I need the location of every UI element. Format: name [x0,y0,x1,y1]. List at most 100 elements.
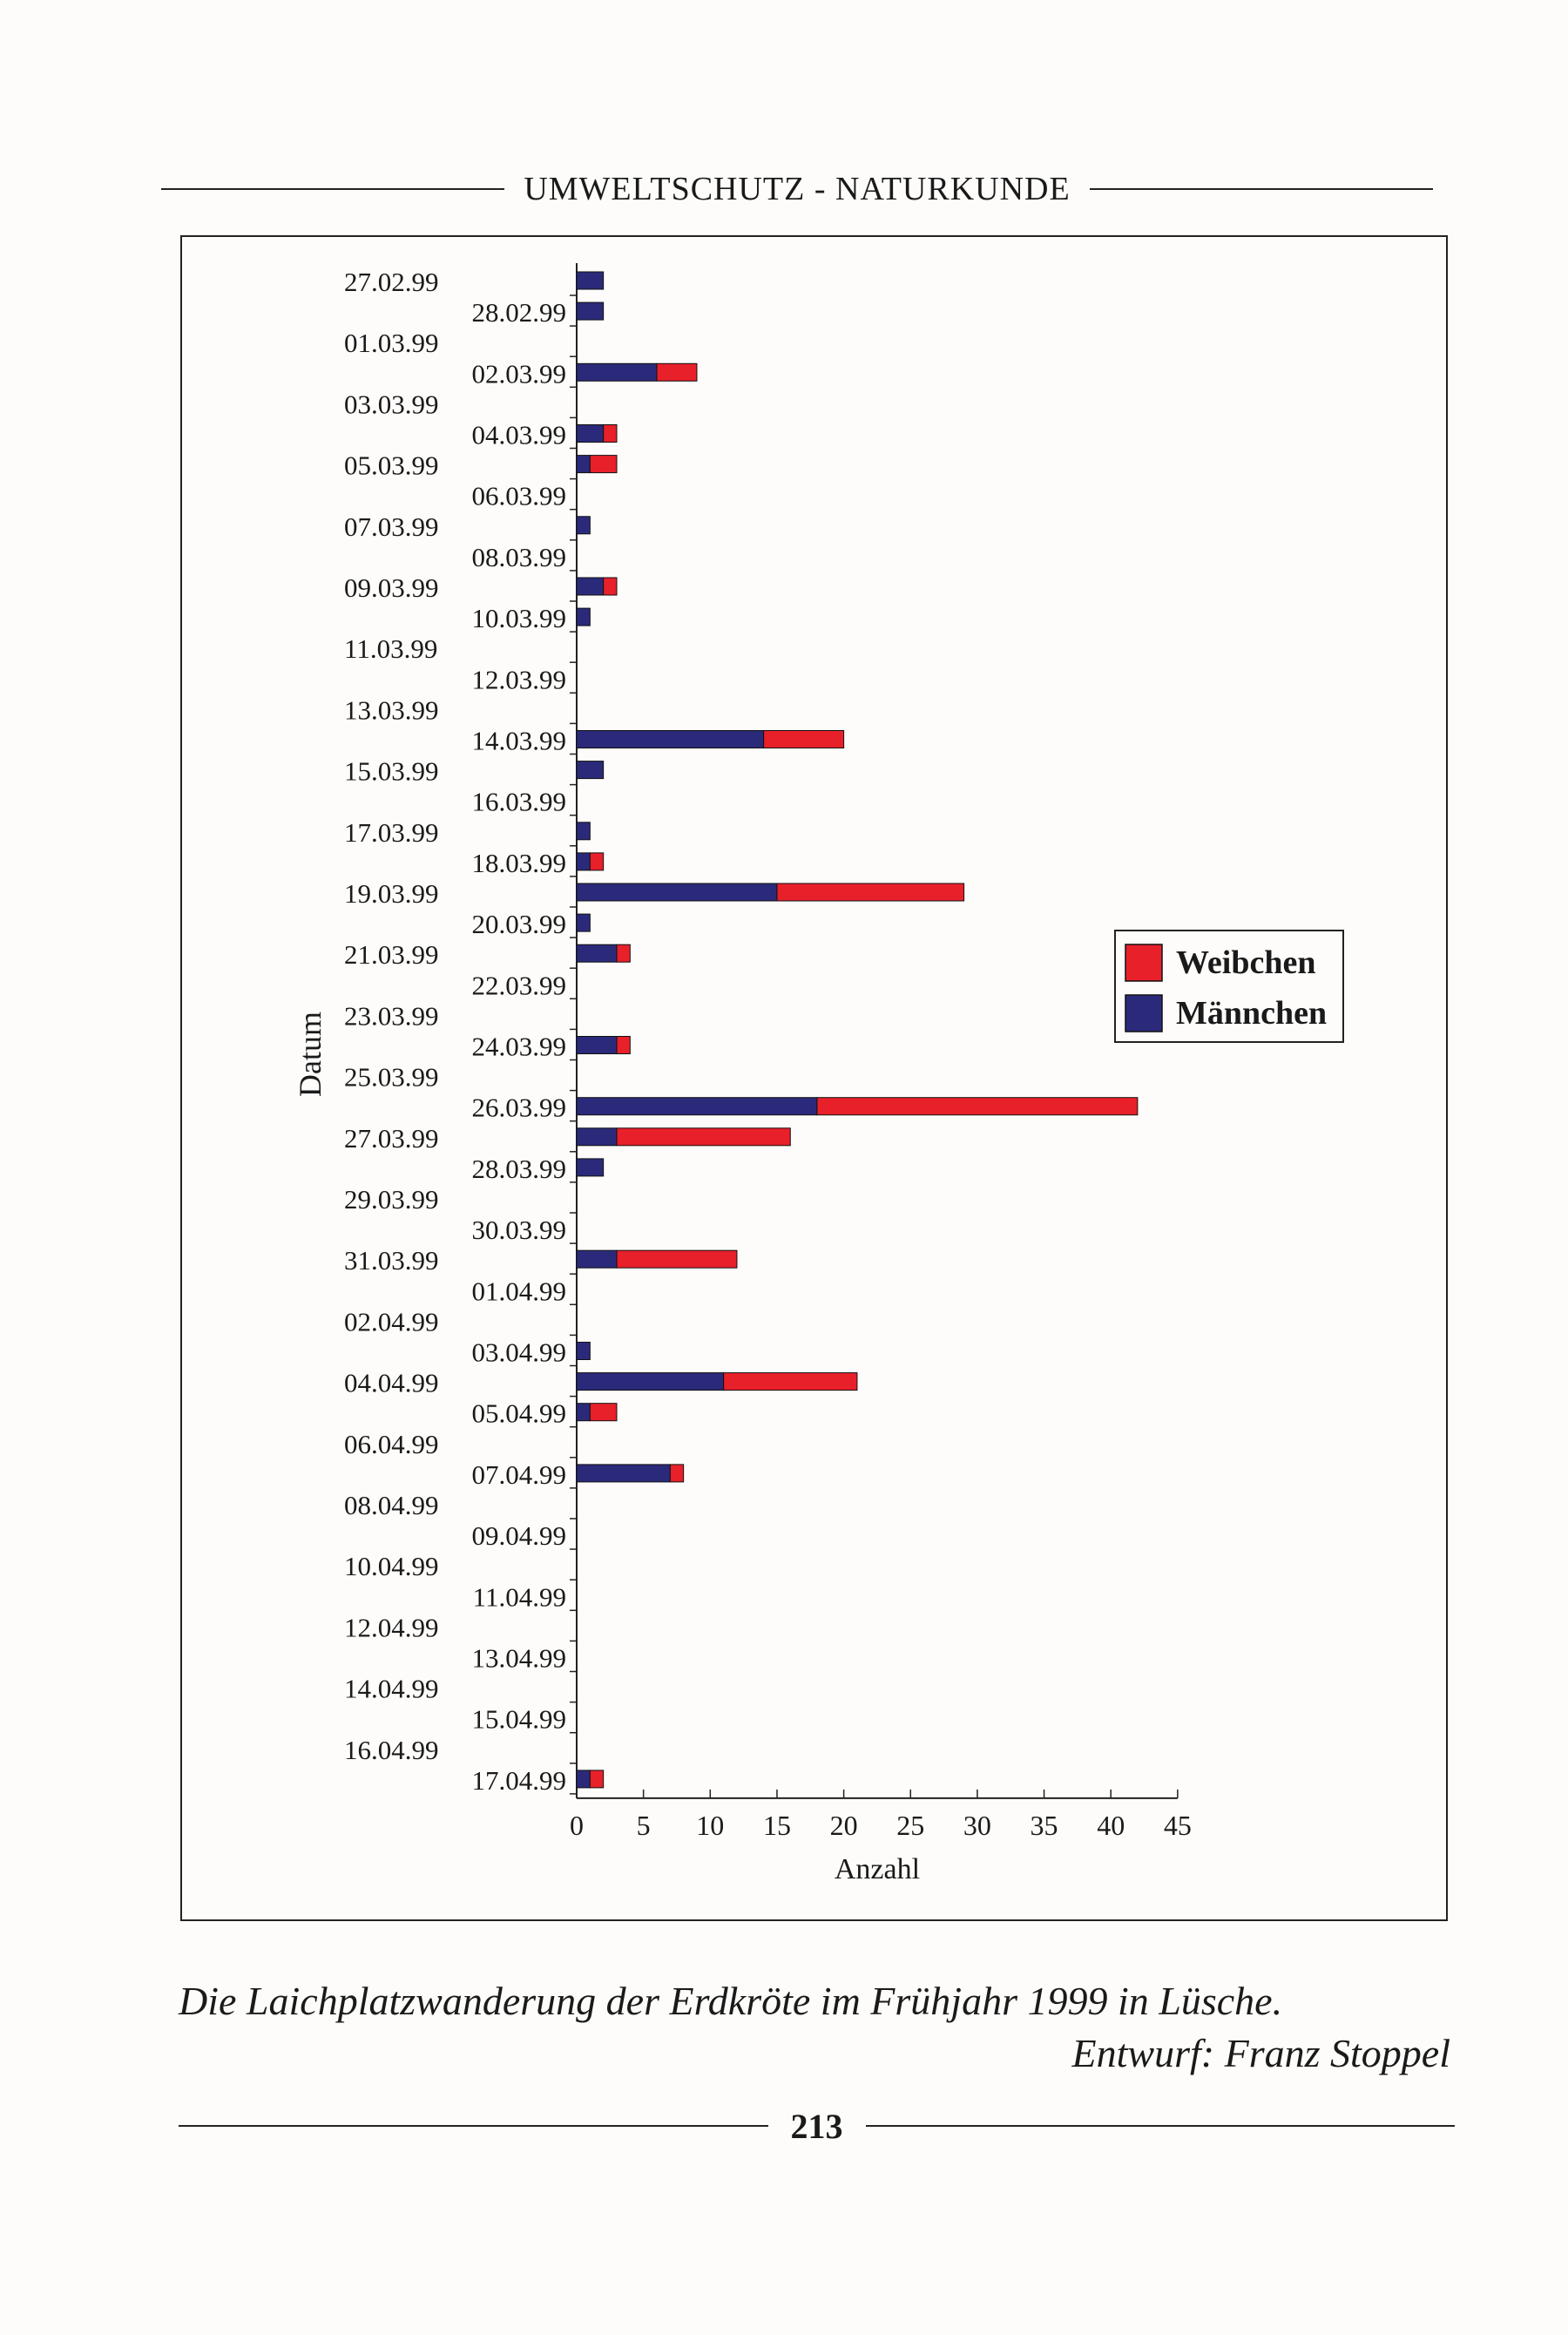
y-tick-label: 17.03.99 [344,817,439,848]
y-tick-label: 30.03.99 [472,1215,567,1245]
bar-maennchen [576,1342,591,1360]
bar-maennchen [576,1464,671,1483]
bar-maennchen [576,1036,618,1054]
header-rule-right [1089,188,1433,190]
bar-maennchen [576,730,765,748]
y-tick-label: 15.04.99 [472,1704,567,1735]
y-tick-label: 01.03.99 [344,328,439,358]
y-tick-label: 26.03.99 [472,1093,567,1123]
footer-rule-right [865,2125,1455,2127]
y-tick-label: 08.04.99 [344,1490,439,1520]
x-axis-title: Anzahl [835,1853,920,1885]
x-tick-label: 10 [696,1810,724,1841]
bar-weibchen [603,577,618,596]
legend-label: Weibchen [1176,944,1315,981]
bar-maennchen [576,607,591,626]
bar-maennchen [576,913,591,932]
y-tick-label: 11.03.99 [344,633,437,664]
y-tick-label: 27.03.99 [344,1123,439,1154]
y-tick-label: 10.04.99 [344,1551,439,1581]
bar-maennchen [576,362,658,382]
legend-box [1114,930,1344,1043]
y-tick-label: 21.03.99 [344,939,439,970]
y-tick-label: 06.04.99 [344,1429,439,1459]
y-tick-label: 23.03.99 [344,1000,439,1031]
y-tick-label: 03.04.99 [472,1337,567,1368]
y-tick-label: 01.04.99 [472,1276,567,1306]
bar-weibchen [603,424,618,443]
header-rule-left [161,188,505,190]
y-tick-label: 31.03.99 [344,1245,439,1276]
bar-maennchen [576,577,605,596]
bar-maennchen [576,455,591,474]
bar-maennchen [576,761,605,780]
footer-rule-left [179,2125,768,2127]
y-tick-label: 24.03.99 [472,1032,567,1062]
x-tick-label: 40 [1097,1810,1125,1841]
x-tick-label: 45 [1164,1810,1192,1841]
legend-label: Männchen [1176,995,1327,1032]
bar-weibchen [616,944,631,963]
y-tick-label: 02.04.99 [344,1306,439,1337]
figure-caption: Die Laichplatzwanderung der Erdkröte im … [179,1979,1283,2023]
y-tick-label: 05.04.99 [472,1398,567,1429]
chart-frame [180,235,1448,1921]
bar-maennchen [576,1770,591,1789]
y-tick-label: 04.04.99 [344,1368,439,1398]
y-tick-label: 22.03.99 [472,970,567,1000]
bar-maennchen [576,301,605,321]
bar-weibchen [589,852,605,871]
bar-weibchen [723,1372,858,1391]
bar-maennchen [576,1403,591,1422]
bar-weibchen [776,883,965,902]
bar-maennchen [576,883,778,902]
x-tick-label: 15 [763,1810,791,1841]
x-tick-label: 30 [963,1810,991,1841]
bar-weibchen [816,1097,1139,1116]
bar-maennchen [576,822,591,841]
y-tick-label: 17.04.99 [472,1765,567,1796]
bar-maennchen [576,1249,618,1269]
y-tick-label: 09.03.99 [344,572,439,603]
bar-weibchen [616,1127,791,1147]
bar-weibchen [669,1464,685,1483]
y-tick-label: 16.04.99 [344,1735,439,1765]
x-tick-label: 35 [1031,1810,1058,1841]
y-tick-label: 09.04.99 [472,1520,567,1551]
y-tick-label: 11.04.99 [473,1581,566,1612]
y-tick-label: 05.03.99 [344,450,439,481]
bar-maennchen [576,1097,818,1116]
y-tick-label: 12.04.99 [344,1612,439,1642]
figure-credit: Entwurf: Franz Stoppel [1071,2031,1450,2075]
y-tick-label: 19.03.99 [344,878,439,909]
x-tick-label: 5 [637,1810,651,1841]
bar-weibchen [589,1403,618,1422]
y-tick-label: 06.03.99 [472,481,567,511]
bar-maennchen [576,1158,605,1177]
y-tick-label: 08.03.99 [472,542,567,572]
y-tick-label: 15.03.99 [344,756,439,787]
y-tick-label: 14.04.99 [344,1674,439,1704]
bar-maennchen [576,852,591,871]
bar-weibchen [763,730,845,748]
bar-maennchen [576,1372,725,1391]
x-tick-label: 0 [570,1810,584,1841]
y-tick-label: 28.03.99 [472,1154,567,1184]
bar-maennchen [576,944,618,963]
y-tick-label: 04.03.99 [472,420,567,450]
y-tick-label: 28.02.99 [472,297,567,328]
x-tick-label: 20 [830,1810,858,1841]
x-tick-label: 25 [896,1810,924,1841]
y-tick-label: 07.04.99 [472,1459,567,1490]
y-tick-label: 14.03.99 [472,726,567,756]
bar-weibchen [616,1249,738,1269]
bar-maennchen [576,516,591,535]
y-tick-label: 20.03.99 [472,909,567,939]
bar-maennchen [576,1127,618,1147]
running-header-title: UMWELTSCHUTZ - NATURKUNDE [524,171,1071,207]
y-tick-label: 10.03.99 [472,603,567,633]
y-tick-label: 16.03.99 [472,787,567,817]
y-tick-label: 13.04.99 [472,1643,567,1674]
y-tick-label: 18.03.99 [472,848,567,878]
